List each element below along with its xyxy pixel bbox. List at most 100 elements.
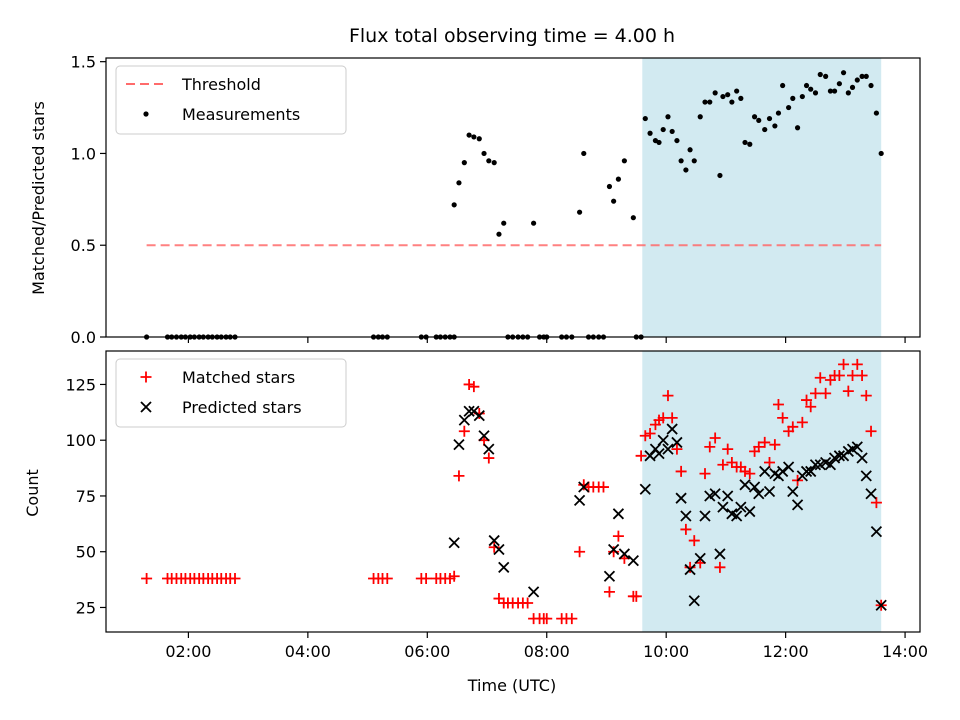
matched-star-point [644, 428, 656, 440]
predicted-star-point [498, 561, 510, 573]
predicted-star-point [578, 481, 590, 493]
predicted-star-point [759, 465, 771, 478]
predicted-star-point [458, 414, 470, 426]
matched-star-point [666, 412, 678, 424]
measurement-point [611, 198, 617, 204]
top-legend-label: Threshold [181, 75, 261, 94]
predicted-star-point [671, 436, 683, 449]
bottom-legend-label: Matched stars [182, 368, 295, 387]
measurement-point [665, 114, 671, 120]
measurement-point [720, 93, 726, 100]
matched-star-point [141, 572, 153, 584]
measurement-point [707, 99, 713, 105]
predicted-star-point [824, 459, 837, 471]
predicted-star-point [714, 548, 726, 560]
matched-star-point [753, 441, 765, 453]
matched-star-point [463, 378, 475, 390]
matched-star-point [744, 468, 756, 480]
matched-star-point [635, 450, 647, 462]
measurement-point [790, 95, 796, 101]
matched-star-point [671, 443, 683, 455]
measurement-point [531, 220, 537, 226]
top-axes-frame [105, 57, 921, 338]
measurement-point [647, 130, 653, 136]
measurement-point [683, 167, 689, 173]
predicted-star-point [865, 488, 877, 500]
matched-star-point [680, 523, 692, 535]
measurement-point [772, 123, 778, 129]
measurement-point [734, 88, 740, 94]
matched-star-point [453, 470, 465, 482]
matched-star-point [468, 381, 480, 393]
predicted-star-point [748, 481, 761, 493]
predicted-star-point [856, 452, 868, 464]
predicted-star-point [791, 499, 804, 511]
measurement-point [780, 82, 786, 89]
measurement-point [481, 150, 487, 157]
matched-star-point [865, 425, 877, 437]
bottom-x-tick-label: 08:00 [524, 642, 570, 661]
top-shaded-region [642, 58, 882, 337]
measurement-point [491, 160, 497, 166]
predicted-star-point [473, 410, 485, 422]
matched-star-point [522, 597, 534, 609]
predicted-star-point [722, 490, 734, 502]
matched-star-point [870, 497, 882, 509]
measurement-point [863, 73, 869, 79]
measurement-point [803, 82, 810, 89]
measurement-point [486, 158, 492, 164]
matched-star-point [805, 401, 817, 413]
measurement-point [756, 117, 762, 124]
measurement-point [738, 95, 744, 101]
matched-star-point [381, 572, 393, 584]
matched-star-point [860, 390, 872, 402]
bottom-x-tick-label: 04:00 [285, 642, 331, 661]
measurement-point [687, 147, 693, 153]
predicted-star-point [488, 534, 500, 547]
predicted-star-point [851, 441, 863, 453]
top-legend-box [115, 65, 347, 135]
top-legend-label: Measurements [182, 105, 300, 124]
measurement-point [451, 202, 457, 208]
measurement-point [808, 86, 814, 92]
predicted-star-point [782, 461, 795, 473]
measurement-point [621, 158, 627, 164]
bottom-legend-box [115, 358, 347, 428]
measurement-point [742, 139, 748, 146]
measurement-point [702, 99, 708, 105]
predicted-star-point [653, 447, 665, 460]
matched-star-point [597, 481, 609, 493]
matched-star-point [820, 387, 832, 399]
measurement-point [630, 215, 636, 221]
matched-star-point [688, 535, 700, 547]
predicted-star-point [753, 488, 765, 500]
predicted-star-point [453, 439, 465, 451]
predicted-star-point [573, 494, 586, 507]
measurement-point [576, 209, 583, 215]
top-legend: Threshold Measurements [115, 65, 347, 135]
predicted-star-point [639, 483, 651, 495]
predicted-star-point [699, 510, 711, 522]
bottom-legend: Matched stars Predicted stars [115, 358, 347, 428]
top-y-tick-label: 1.5 [71, 53, 96, 72]
predicted-star-point [607, 543, 620, 556]
predicted-star-point [875, 599, 887, 611]
predicted-star-point [603, 570, 616, 582]
measurement-point [476, 136, 482, 142]
measurement-point [466, 132, 472, 138]
predicted-star-point [739, 479, 751, 491]
measurement-point [762, 126, 768, 133]
measurement-point [823, 73, 829, 79]
measurement-point [606, 183, 613, 190]
predicted-star-point [735, 501, 747, 513]
measurement-point [786, 104, 792, 111]
matched-star-point [842, 385, 854, 397]
predicted-star-point [483, 443, 495, 455]
matched-star-point [796, 416, 808, 428]
matched-star-point [739, 465, 751, 477]
matched-star-point [578, 479, 590, 491]
matched-star-point [722, 443, 734, 455]
legend-predicted-swatch [140, 401, 152, 413]
predicted-star-point [657, 434, 669, 446]
